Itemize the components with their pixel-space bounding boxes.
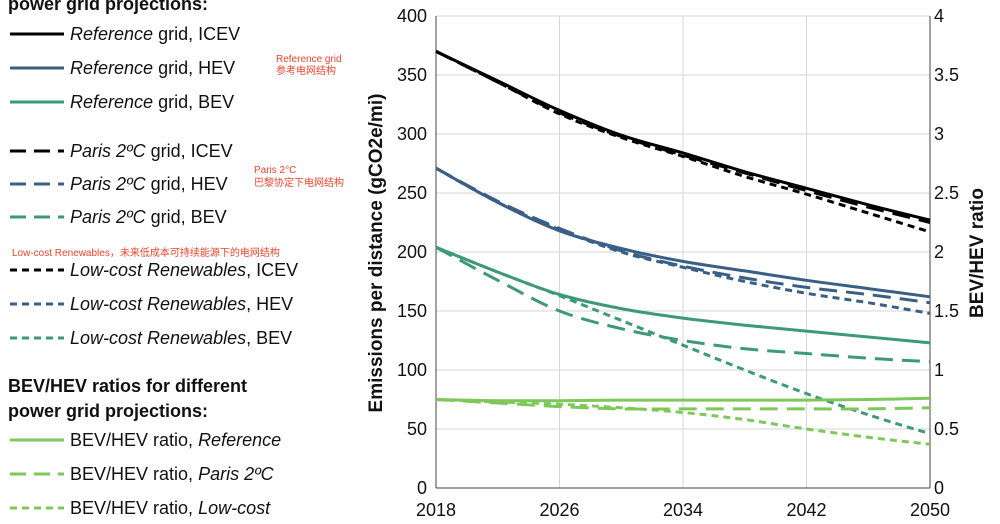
series-line-bev-hev-ratio-reference <box>435 396 931 403</box>
legend-heading-ratio-line2: power grid projections: <box>8 401 209 421</box>
y2-tick-label: 0 <box>934 478 944 498</box>
x-tick-label: 2042 <box>786 500 826 520</box>
series-line-paris-2-c-grid-bev <box>435 245 931 364</box>
tick-labels: 0 50 100 150 200 250 300 350 400 0 0.5 1 1.5 2 2.5 3 3.5… <box>397 6 959 520</box>
legend-label: Reference grid, ICEV <box>70 23 241 44</box>
legend-heading-ratio-line1: BEV/HEV ratios for different <box>8 376 248 396</box>
legend-label: Reference grid, HEV <box>70 57 236 78</box>
y-tick-label: 0 <box>417 478 427 498</box>
legend-label: Paris 2ºC grid, BEV <box>70 206 227 227</box>
legend-swatch <box>10 182 64 186</box>
emissions-chart: 0 50 100 150 200 250 300 350 400 0 0.5 1 1.5 2 2.5 3 3.5… <box>366 6 988 520</box>
legend-swatch <box>10 302 64 306</box>
series-line-low-cost-renewables-hev <box>435 166 931 315</box>
note-reference-en: Reference grid <box>276 54 342 65</box>
legend-swatch <box>10 66 64 70</box>
legend-swatch <box>10 215 64 219</box>
series-line-bev-hev-ratio-paris-2-c <box>435 398 931 411</box>
legend-label: BEV/HEV ratio, Reference <box>70 429 282 450</box>
legend-label: Paris 2ºC grid, ICEV <box>70 140 233 161</box>
y2-axis-label: BEV/HEV ratio <box>967 188 988 318</box>
legend-item-0: Reference grid, ICEV <box>8 21 240 47</box>
legend-item-ratio-1: BEV/HEV ratio, Paris 2ºC <box>8 461 274 487</box>
series-line-low-cost-renewables-icev <box>435 50 931 234</box>
x-tick-label: 2034 <box>663 500 703 520</box>
axes <box>435 16 931 489</box>
legend-item-6: Low-cost Renewables, ICEV <box>8 257 298 283</box>
y2-tick-label: 3.5 <box>934 65 959 85</box>
y-tick-label: 300 <box>397 124 427 144</box>
legend-swatch <box>10 438 64 442</box>
x-tick-label: 2050 <box>910 500 950 520</box>
y2-tick-label: 2 <box>934 242 944 262</box>
y2-tick-label: 1 <box>934 360 944 380</box>
legend-item-8: Low-cost Renewables, BEV <box>8 325 292 351</box>
legend-swatch <box>10 336 64 340</box>
legend-item-4: Paris 2ºC grid, HEV <box>8 171 228 197</box>
y-tick-label: 50 <box>407 419 427 439</box>
legend-item-7: Low-cost Renewables, HEV <box>8 291 293 317</box>
legend-item-ratio-0: BEV/HEV ratio, Reference <box>8 427 281 453</box>
legend-label: Reference grid, BEV <box>70 91 235 112</box>
legend-label: BEV/HEV ratio, Low-cost <box>70 497 271 518</box>
y2-tick-label: 0.5 <box>934 419 959 439</box>
y-tick-label: 350 <box>397 65 427 85</box>
note-paris-cn: 巴黎协定下电网结构 <box>254 178 344 189</box>
legend-item-2: Reference grid, BEV <box>8 89 234 115</box>
legend-label: BEV/HEV ratio, Paris 2ºC <box>70 463 274 484</box>
note-reference-cn: 参考电网结构 <box>276 66 336 77</box>
legend-item-3: Paris 2ºC grid, ICEV <box>8 138 233 164</box>
legend: power grid projections: Reference grid, … <box>0 0 370 524</box>
legend-heading-grid: power grid projections: <box>8 0 209 14</box>
legend-label: Low-cost Renewables, HEV <box>70 293 294 314</box>
legend-item-5: Paris 2ºC grid, BEV <box>8 204 227 230</box>
legend-swatch <box>10 100 64 104</box>
x-tick-label: 2018 <box>416 500 456 520</box>
y-tick-label: 200 <box>397 242 427 262</box>
x-tick-label: 2026 <box>539 500 579 520</box>
series-line-paris-2-c-grid-hev <box>435 166 931 305</box>
y-axis-label: Emissions per distance (gCO2e/mi) <box>366 94 387 413</box>
legend-item-ratio-2: BEV/HEV ratio, Low-cost <box>8 495 270 521</box>
y2-tick-label: 1.5 <box>934 301 959 321</box>
legend-label: Low-cost Renewables, ICEV <box>70 259 299 280</box>
series-lines <box>435 50 931 446</box>
legend-swatch <box>10 506 64 510</box>
y-tick-label: 150 <box>397 301 427 321</box>
y-tick-label: 250 <box>397 183 427 203</box>
legend-label: Low-cost Renewables, BEV <box>70 327 293 348</box>
legend-swatch <box>10 149 64 153</box>
y-tick-label: 100 <box>397 360 427 380</box>
note-lowcost: Low-cost Renewables，未来低成本可持续能源下的电网结构 <box>12 248 280 259</box>
legend-swatch <box>10 472 64 476</box>
y2-tick-label: 3 <box>934 124 944 144</box>
legend-swatch <box>10 32 64 36</box>
legend-swatch <box>10 268 64 272</box>
note-paris-en: Paris 2°C <box>254 165 297 176</box>
legend-label: Paris 2ºC grid, HEV <box>70 173 228 194</box>
y2-tick-label: 4 <box>934 6 944 26</box>
legend-item-1: Reference grid, HEV <box>8 55 235 81</box>
y2-tick-label: 2.5 <box>934 183 959 203</box>
y-tick-label: 400 <box>397 6 427 26</box>
